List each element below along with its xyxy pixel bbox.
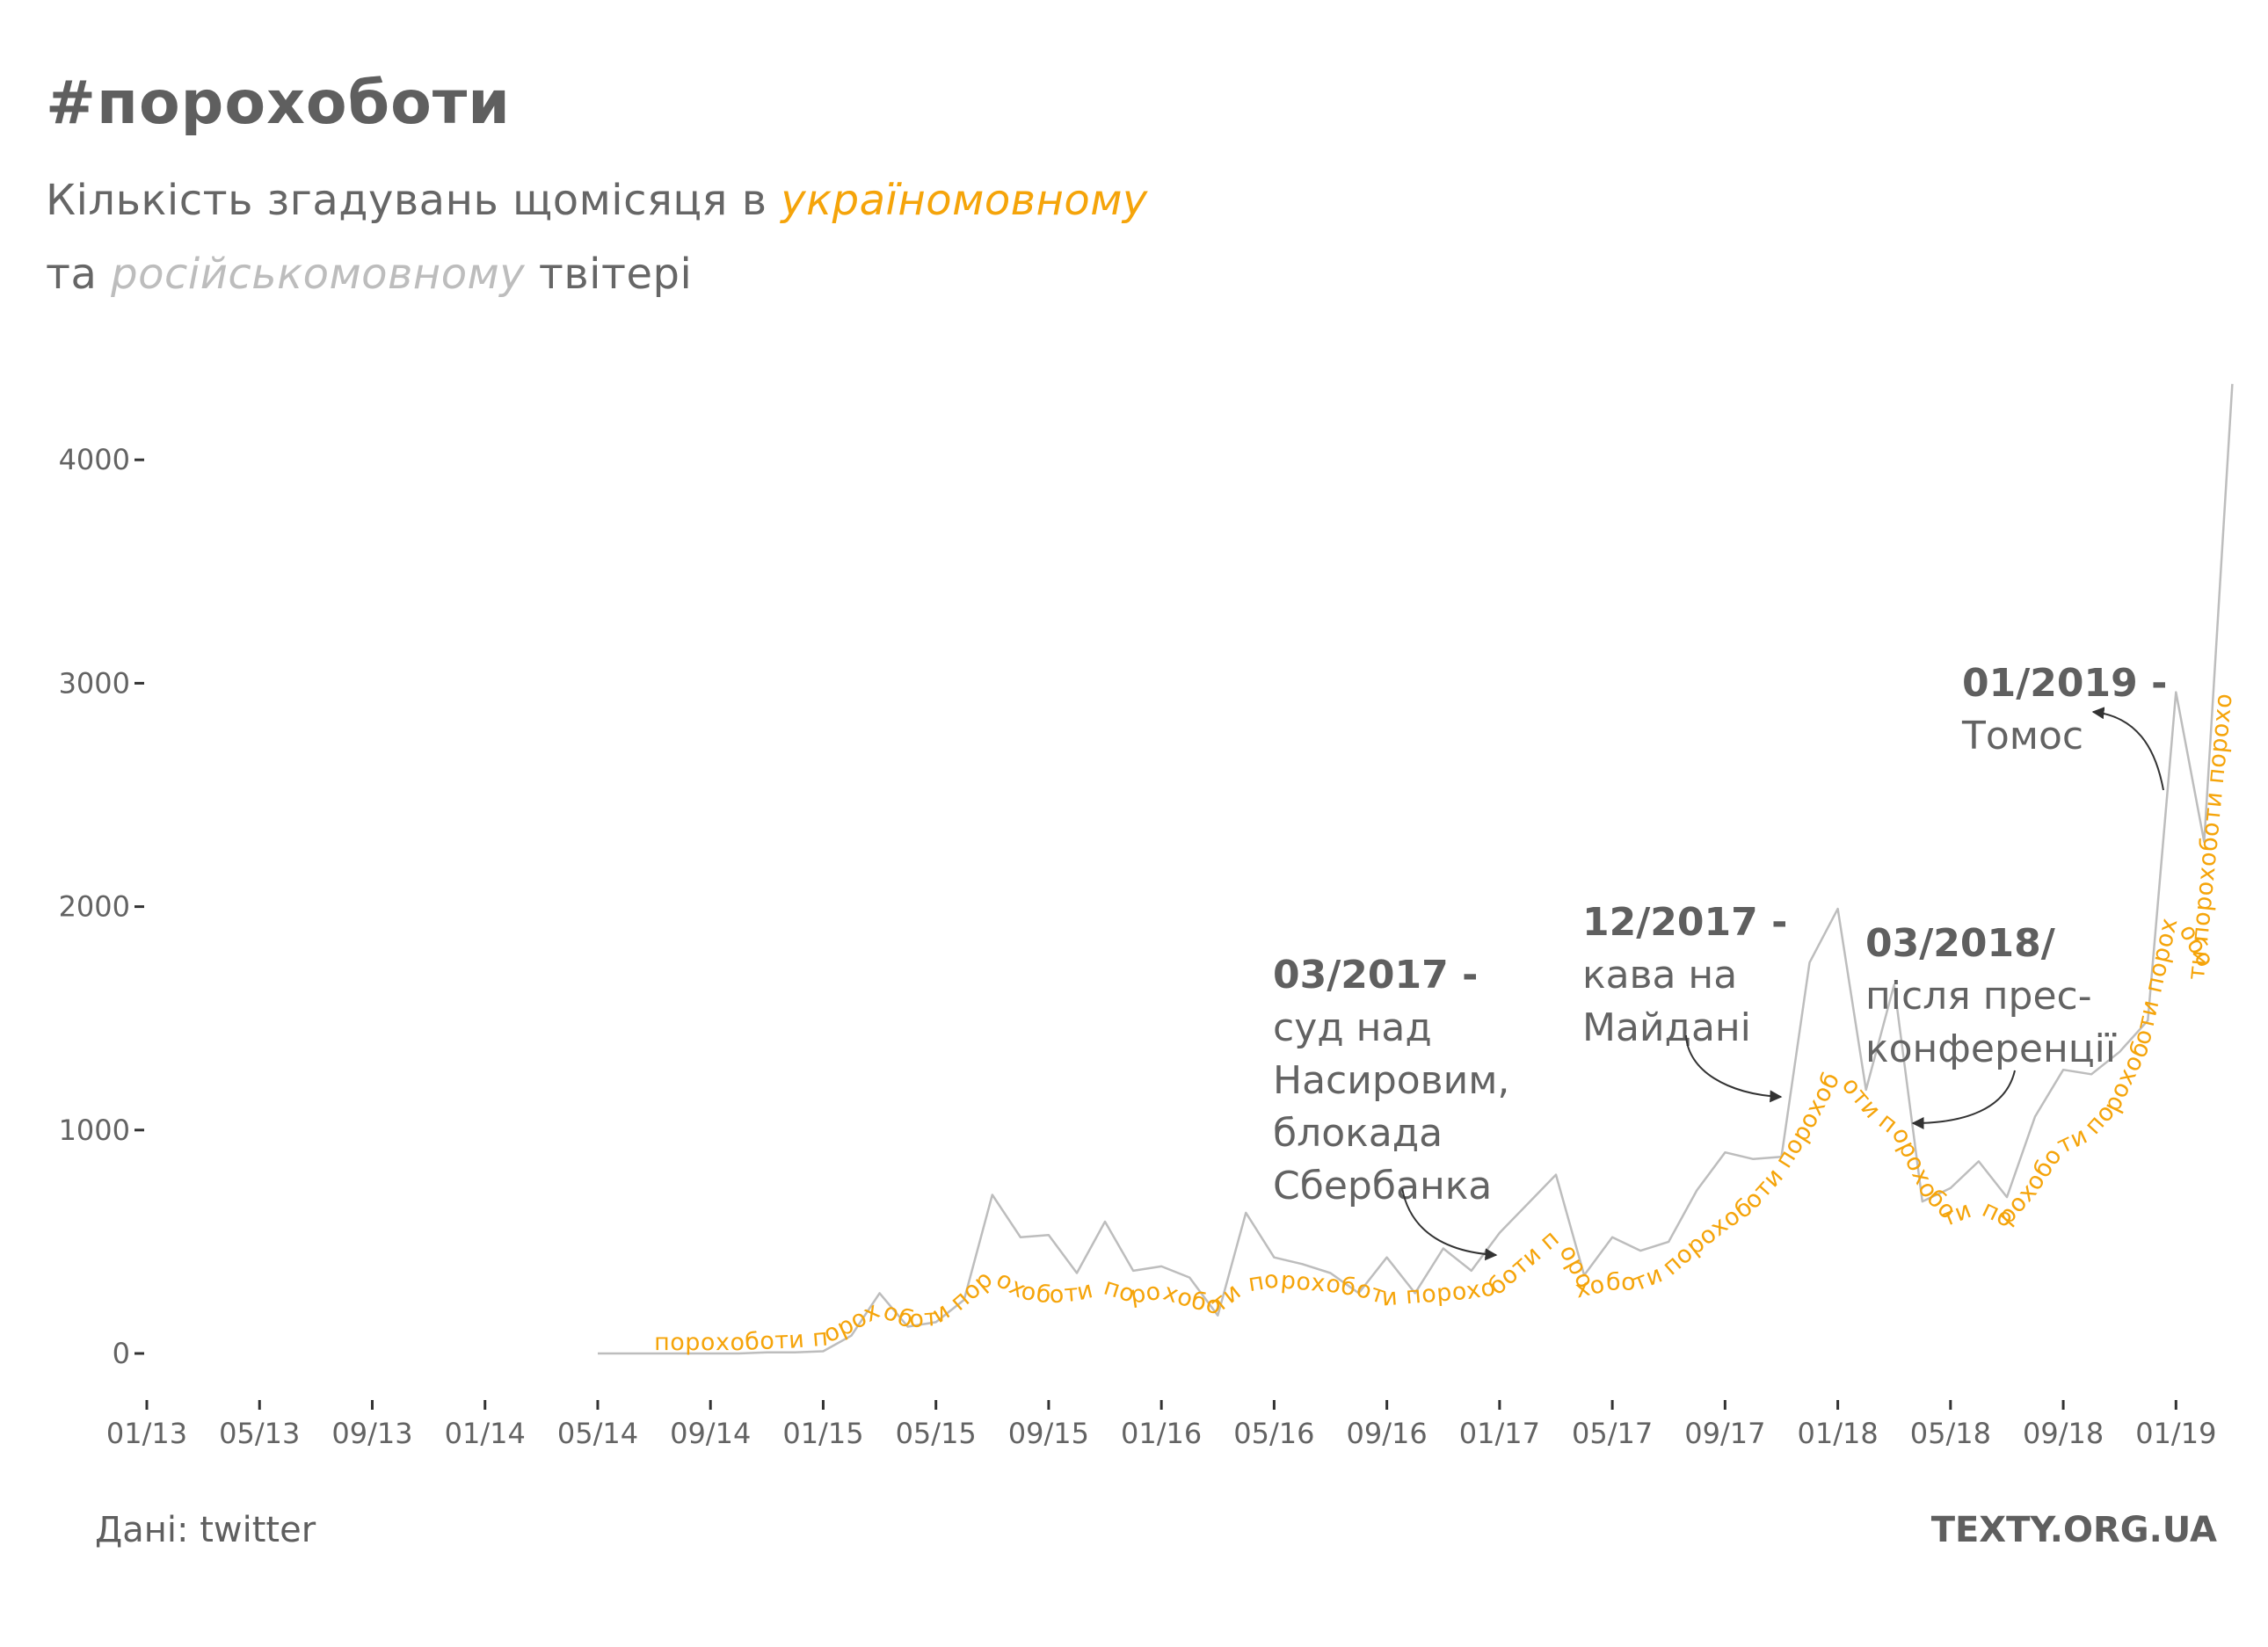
brand-logo-text: TEXTY.ORG.UA <box>1930 1510 2217 1550</box>
ukrainian-series-label: україномовному <box>781 176 1148 225</box>
russian-series-label: російськомовному <box>111 250 526 299</box>
annotation-heading: 03/2018/ <box>1865 921 2056 966</box>
annotation-text: кава на <box>1582 953 1737 998</box>
x-tick-label: 05/17 <box>1572 1417 1653 1450</box>
annotation-2019-01: 01/2019 - Томос <box>1961 661 2167 791</box>
y-tick-label: 0 <box>113 1337 130 1370</box>
x-tick-label: 01/13 <box>106 1417 187 1450</box>
subtitle-text: твітері <box>525 250 693 299</box>
x-tick-label: 01/14 <box>445 1417 526 1450</box>
annotation-heading: 12/2017 - <box>1582 900 1787 945</box>
x-tick-label: 05/14 <box>557 1417 638 1450</box>
annotation-heading: 03/2017 - <box>1273 953 1478 998</box>
annotation-arrow-icon <box>2091 707 2164 791</box>
y-tick-label: 3000 <box>59 666 130 700</box>
annotation-2017-12: 12/2017 - кава на Майдані <box>1582 900 1787 1103</box>
annotation-arrow-icon <box>1911 1070 2016 1129</box>
annotation-text: після прес- <box>1865 974 2092 1019</box>
x-tick-label: 01/15 <box>782 1417 863 1450</box>
annotation-arrow-icon <box>1401 1187 1498 1261</box>
annotation-text: суд над <box>1273 1005 1432 1050</box>
annotation-text: Сбербанка <box>1273 1164 1492 1208</box>
annotation-text: блокада <box>1273 1111 1443 1156</box>
x-tick-label: 05/15 <box>896 1417 977 1450</box>
y-tick-label: 4000 <box>59 443 130 476</box>
x-tick-label: 09/14 <box>670 1417 751 1450</box>
subtitle-text: та <box>46 250 112 299</box>
ukrainian-series-path <box>654 689 2232 1350</box>
x-tick-label: 09/15 <box>1008 1417 1089 1450</box>
x-tick-label: 09/16 <box>1347 1417 1428 1450</box>
chart-title: #порохоботи <box>46 69 511 138</box>
x-tick-label: 05/13 <box>219 1417 300 1450</box>
ukrainian-series-text: порохоботи порохоботи порохоботи порохоб… <box>0 0 2237 1356</box>
annotation-text: Насировим, <box>1273 1058 1509 1103</box>
x-tick-label: 01/17 <box>1459 1417 1540 1450</box>
x-tick-label: 01/18 <box>1797 1417 1878 1450</box>
x-tick-label: 09/17 <box>1684 1417 1765 1450</box>
annotation-text: Майдані <box>1582 1005 1751 1050</box>
annotation-arrow-icon <box>1685 1034 1783 1103</box>
russian-series-line <box>598 383 2234 1355</box>
data-source: Дані: twitter <box>95 1510 316 1550</box>
chart-subtitle-line-2: та російськомовному твітері <box>46 250 692 299</box>
y-tick-label: 2000 <box>59 890 130 924</box>
x-tick-label: 01/16 <box>1121 1417 1202 1450</box>
annotation-2017-03: 03/2017 - суд над Насировим, блокада Сбербан… <box>1273 953 1509 1261</box>
chart-subtitle-line-1: Кількість згадувань щомісяця в україномо… <box>46 176 1148 225</box>
x-tick-label: 05/18 <box>1910 1417 1991 1450</box>
annotation-text: конференції <box>1865 1027 2117 1071</box>
annotation-heading: 01/2019 - <box>1962 661 2167 706</box>
x-tick-label: 09/18 <box>2023 1417 2104 1450</box>
subtitle-text: Кількість згадувань щомісяця в <box>46 176 781 225</box>
x-tick-label: 09/13 <box>331 1417 412 1450</box>
ukrainian-series-text-line: порохоботи порохоботи порохоботи порохоб… <box>0 0 2237 1356</box>
x-tick-label: 01/19 <box>2135 1417 2216 1450</box>
x-tick-label: 05/16 <box>1233 1417 1314 1450</box>
y-tick-label: 1000 <box>59 1114 130 1147</box>
annotation-2018-03: 03/2018/після прес-конференції <box>1865 921 2117 1129</box>
annotation-text: Томос <box>1961 714 2083 758</box>
